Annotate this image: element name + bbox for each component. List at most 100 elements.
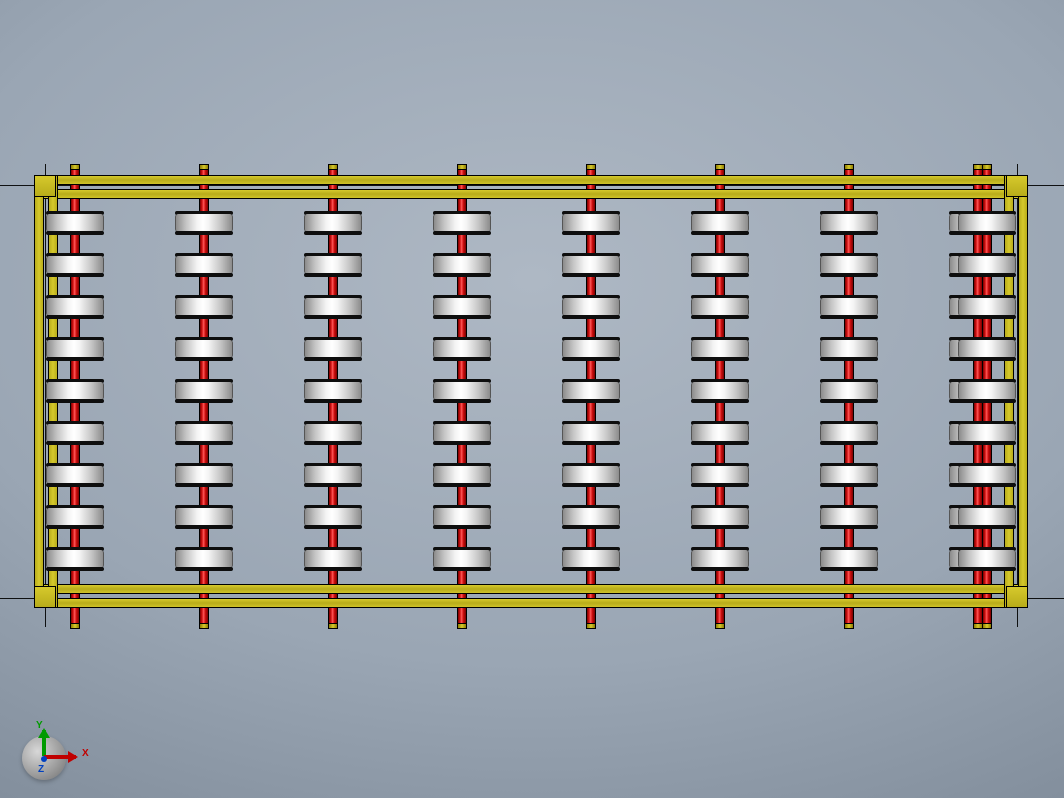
- bead-body: [433, 508, 491, 526]
- bead-body: [562, 550, 620, 568]
- rod-tip: [586, 623, 596, 629]
- rod-tip: [457, 623, 467, 629]
- bead-body: [691, 424, 749, 442]
- bead: [562, 211, 620, 235]
- bead: [433, 295, 491, 319]
- rod-tip: [844, 623, 854, 629]
- bead-flange: [691, 399, 749, 403]
- bead-body: [175, 424, 233, 442]
- bead: [433, 379, 491, 403]
- bead-body: [433, 466, 491, 484]
- bead-flange: [691, 483, 749, 487]
- bead: [562, 547, 620, 571]
- bead: [820, 379, 878, 403]
- bead-body: [433, 298, 491, 316]
- bead-flange: [175, 273, 233, 277]
- bead-flange: [691, 525, 749, 529]
- bead-flange: [562, 231, 620, 235]
- axis-y-arrow: [42, 730, 46, 756]
- bead-flange: [304, 357, 362, 361]
- bead: [304, 547, 362, 571]
- bead-flange: [820, 525, 878, 529]
- bead-flange: [304, 231, 362, 235]
- bead: [433, 211, 491, 235]
- bead: [691, 295, 749, 319]
- bead: [175, 211, 233, 235]
- bead-flange: [820, 231, 878, 235]
- bead-flange: [562, 357, 620, 361]
- bead: [304, 421, 362, 445]
- bead-body: [304, 550, 362, 568]
- bead: [304, 295, 362, 319]
- rod-tip: [715, 164, 725, 170]
- bead: [820, 547, 878, 571]
- bead-flange: [304, 399, 362, 403]
- bead-flange: [175, 567, 233, 571]
- bead: [691, 547, 749, 571]
- bead-flange: [175, 441, 233, 445]
- bead-body: [304, 508, 362, 526]
- cad-viewport[interactable]: [0, 0, 1064, 798]
- bead: [691, 463, 749, 487]
- bead-body: [304, 256, 362, 274]
- bead-flange: [304, 273, 362, 277]
- bead-body: [304, 214, 362, 232]
- bead-flange: [820, 441, 878, 445]
- bead-body: [691, 550, 749, 568]
- bead: [304, 463, 362, 487]
- bead: [433, 463, 491, 487]
- bead-flange: [562, 525, 620, 529]
- bead: [175, 295, 233, 319]
- rod-tip: [70, 164, 80, 170]
- bead-flange: [175, 357, 233, 361]
- bead: [175, 505, 233, 529]
- bead: [433, 253, 491, 277]
- bead-flange: [175, 231, 233, 235]
- bead-body: [304, 466, 362, 484]
- rod-tip: [457, 164, 467, 170]
- bead-flange: [820, 357, 878, 361]
- bead: [691, 337, 749, 361]
- bead: [562, 253, 620, 277]
- bead-flange: [175, 483, 233, 487]
- bead: [304, 253, 362, 277]
- bead-body: [820, 424, 878, 442]
- bead: [433, 421, 491, 445]
- bead-body: [820, 508, 878, 526]
- bead: [820, 463, 878, 487]
- bead-body: [820, 298, 878, 316]
- rod-tip: [199, 164, 209, 170]
- frame-rail-top: [34, 175, 1028, 185]
- rod-tip: [328, 164, 338, 170]
- bead-body: [820, 550, 878, 568]
- bead: [175, 421, 233, 445]
- axis-z-arrow: [42, 757, 46, 761]
- bead-flange: [691, 315, 749, 319]
- bead-flange: [562, 399, 620, 403]
- bead-flange: [433, 399, 491, 403]
- bead-flange: [304, 567, 362, 571]
- bead: [562, 379, 620, 403]
- bead-body: [433, 340, 491, 358]
- bead-flange: [562, 483, 620, 487]
- orientation-triad[interactable]: X Y Z: [18, 726, 88, 786]
- bead-body: [562, 340, 620, 358]
- bead-flange: [820, 567, 878, 571]
- bead-flange: [691, 231, 749, 235]
- bead-body: [820, 340, 878, 358]
- bead-flange: [433, 525, 491, 529]
- rod-tip: [982, 164, 992, 170]
- bead: [433, 547, 491, 571]
- bead: [691, 421, 749, 445]
- bead-body: [304, 424, 362, 442]
- bead-flange: [304, 483, 362, 487]
- axis-y-label: Y: [36, 720, 43, 731]
- bead-flange: [433, 231, 491, 235]
- bead-flange: [820, 483, 878, 487]
- bead-flange: [691, 273, 749, 277]
- bead: [562, 421, 620, 445]
- bead: [175, 547, 233, 571]
- reference-line: [0, 185, 1064, 186]
- bead-flange: [820, 273, 878, 277]
- bead-body: [562, 256, 620, 274]
